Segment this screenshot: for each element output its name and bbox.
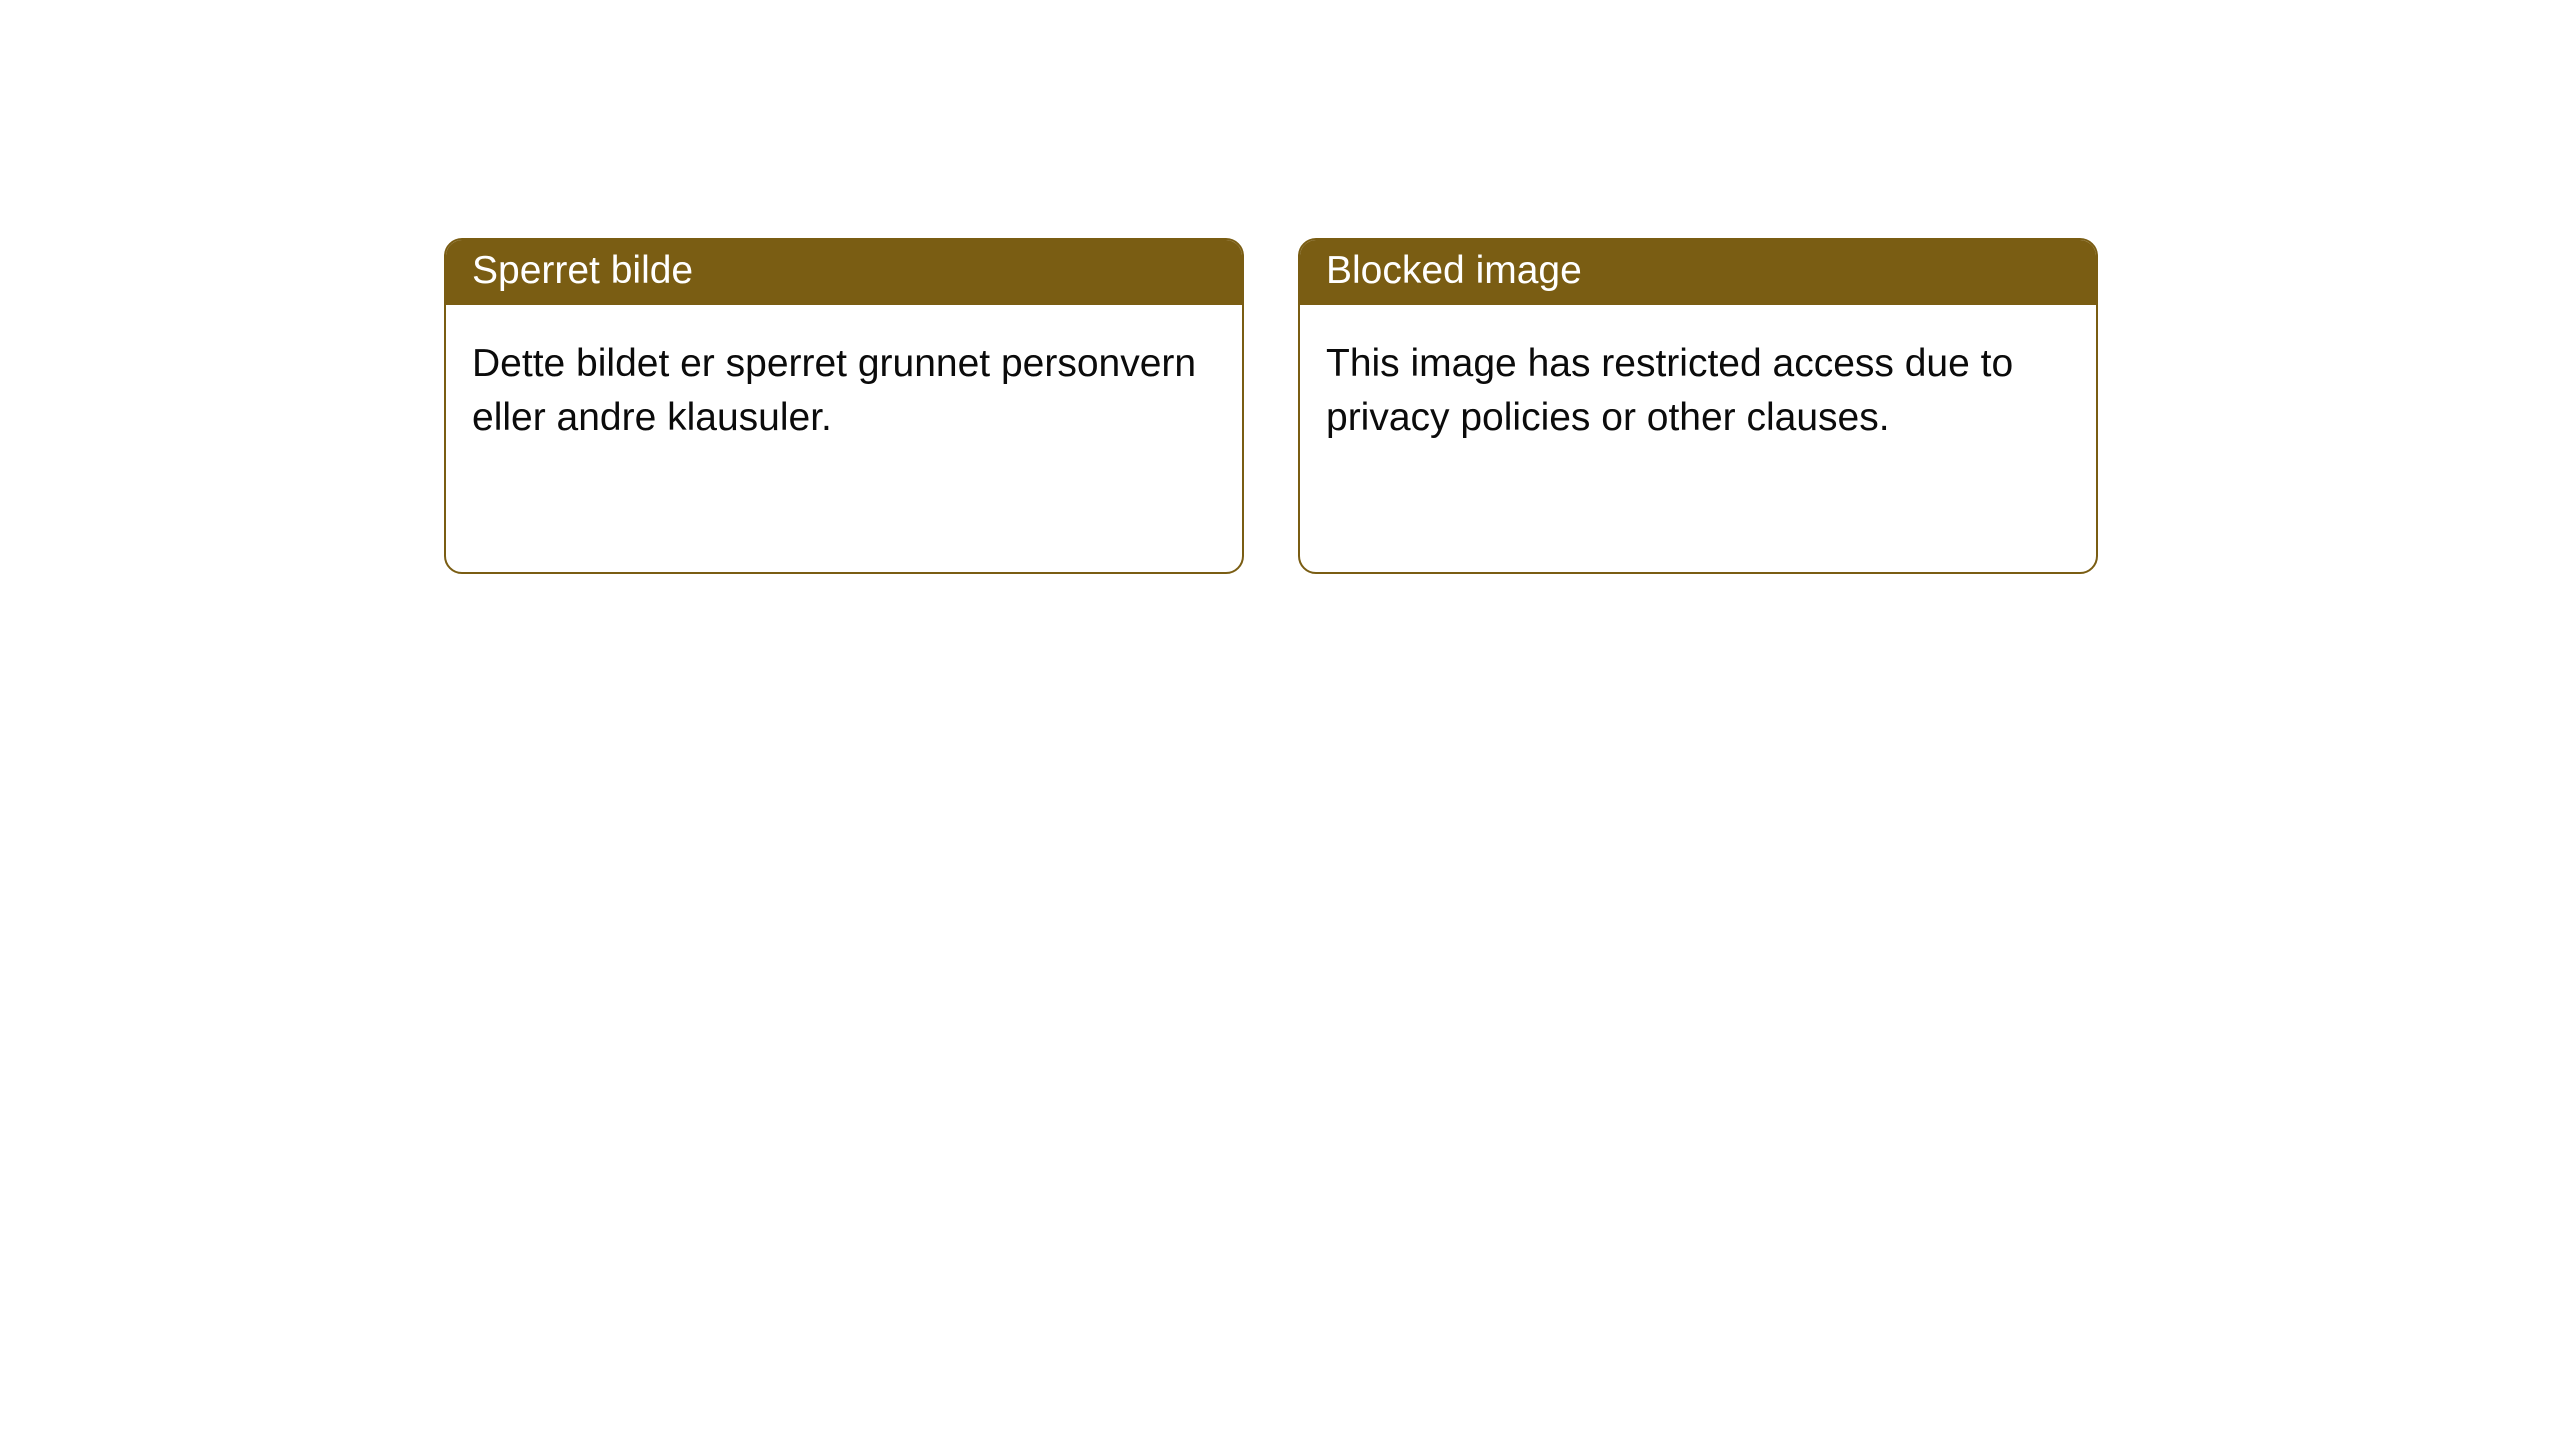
notice-title-english: Blocked image [1300,240,2096,305]
notice-box-english: Blocked image This image has restricted … [1298,238,2098,574]
notice-body-norwegian: Dette bildet er sperret grunnet personve… [446,305,1242,477]
notice-title-norwegian: Sperret bilde [446,240,1242,305]
notice-body-english: This image has restricted access due to … [1300,305,2096,477]
notice-box-norwegian: Sperret bilde Dette bildet er sperret gr… [444,238,1244,574]
notice-container: Sperret bilde Dette bildet er sperret gr… [0,0,2560,574]
